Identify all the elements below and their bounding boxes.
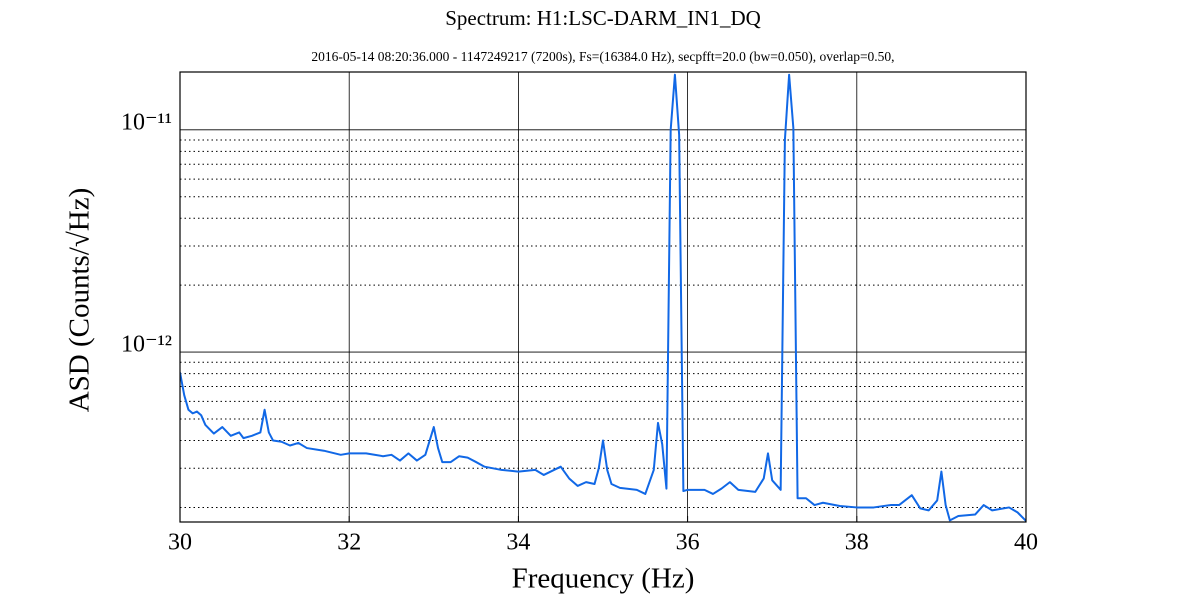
y-tick-label: 10⁻¹² — [121, 332, 172, 358]
y-axis-label: ASD (Counts/√Hz) — [64, 188, 96, 413]
x-tick-label: 32 — [337, 530, 361, 556]
chart-subtitle: 2016-05-14 08:20:36.000 - 1147249217 (72… — [311, 49, 894, 64]
x-tick-label: 34 — [506, 530, 530, 556]
x-tick-label: 36 — [676, 530, 700, 556]
y-tick-label: 10⁻¹¹ — [121, 109, 172, 135]
data-line — [180, 73, 1026, 522]
x-tick-label: 40 — [1014, 530, 1038, 556]
x-tick-label: 38 — [845, 530, 869, 556]
x-axis-label: Frequency (Hz) — [512, 563, 695, 595]
plot-frame — [179, 71, 1027, 523]
x-tick-label: 30 — [168, 530, 192, 556]
chart-title: Spectrum: H1:LSC-DARM_IN1_DQ — [445, 6, 761, 30]
